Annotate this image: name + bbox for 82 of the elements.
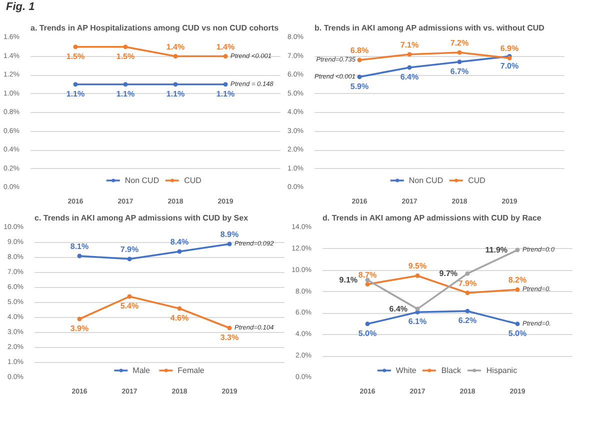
data-label: 9.5% — [408, 261, 427, 270]
data-label: 7.0% — [500, 60, 519, 70]
point — [457, 59, 462, 64]
data-label: 7.2% — [450, 38, 469, 48]
data-label: 8.2% — [508, 275, 527, 284]
point — [407, 52, 412, 56]
data-label: 3.3% — [220, 332, 239, 342]
data-label: 9.1% — [339, 275, 358, 284]
point — [177, 248, 182, 254]
data-label: 1.5% — [66, 52, 85, 61]
point — [123, 82, 128, 86]
data-label: 1.1% — [166, 89, 185, 98]
point — [407, 64, 412, 70]
point — [127, 256, 132, 261]
data-label: 8.9% — [220, 230, 239, 239]
data-label: 4.6% — [170, 313, 189, 322]
point — [73, 82, 78, 86]
data-label: 5.4% — [120, 301, 139, 310]
point — [77, 253, 82, 258]
point — [465, 271, 470, 276]
data-label: 5.9% — [350, 82, 369, 91]
point — [515, 321, 520, 326]
data-label: 6.1% — [408, 316, 427, 326]
point — [465, 290, 470, 295]
data-label: 3.9% — [70, 324, 89, 333]
data-label: 7.9% — [120, 244, 139, 254]
data-label: 1.4% — [166, 42, 185, 51]
point — [415, 273, 420, 278]
data-label: 7.1% — [400, 40, 419, 50]
data-label: 11.9% — [485, 245, 508, 254]
point — [515, 287, 520, 292]
data-label: 6.4% — [389, 304, 408, 314]
legend-label: White — [396, 366, 416, 375]
point — [227, 325, 232, 330]
data-label: 1.1% — [116, 89, 135, 98]
point — [223, 54, 228, 58]
point — [77, 316, 82, 321]
text: a. Trends in AP Hospitalizations among CUD vs non CUD cohorts — [30, 23, 279, 32]
point — [457, 50, 462, 54]
point — [357, 74, 362, 79]
point — [515, 247, 520, 252]
point — [227, 241, 232, 246]
data-label: 1.4% — [216, 42, 235, 51]
data-label: 1.5% — [116, 52, 135, 61]
text: c. Trends in AKI among AP admissions with CUD by Sex — [34, 213, 248, 222]
legend-label: Male — [132, 366, 151, 375]
data-label: 9.7% — [439, 268, 458, 278]
legend-label: Black — [441, 366, 462, 375]
data-label: 8.7% — [358, 270, 377, 279]
point — [357, 57, 362, 62]
data-label: 5.0% — [508, 328, 527, 338]
data-label: 5.0% — [358, 328, 377, 338]
data-label: 1.1% — [216, 89, 235, 98]
data-label: 6.9% — [500, 44, 519, 53]
caption: Fig. 1 — [6, 0, 35, 15]
legend-label: CUD — [468, 176, 486, 185]
data-label: 6.7% — [450, 66, 469, 76]
legend-label: Non CUD — [124, 176, 160, 185]
point — [123, 44, 128, 49]
point — [365, 282, 370, 286]
legend-label: Hispanic — [486, 366, 518, 375]
point — [177, 306, 182, 310]
point — [415, 306, 420, 311]
point — [365, 321, 370, 326]
point — [173, 54, 178, 58]
point — [73, 44, 78, 49]
data-label: 6.4% — [400, 72, 419, 82]
text: b. Trends in AKI among AP admissions with vs. without CUD — [314, 23, 544, 32]
data-label: 8.4% — [170, 237, 189, 246]
data-label: 7.9% — [458, 278, 477, 288]
text: d. Trends in AKI among AP admissions with CUD by Race — [322, 213, 542, 222]
legend-label: Non CUD — [408, 176, 444, 185]
data-label: 1.1% — [66, 89, 85, 98]
legend-label: CUD — [184, 176, 202, 185]
point — [127, 294, 132, 298]
data-label: 6.8% — [350, 46, 369, 55]
point — [173, 82, 178, 86]
data-label: 6.2% — [458, 316, 477, 325]
point — [465, 308, 470, 314]
data-label: 8.1% — [70, 242, 89, 251]
point — [223, 82, 228, 86]
legend-label: Female — [178, 366, 204, 375]
